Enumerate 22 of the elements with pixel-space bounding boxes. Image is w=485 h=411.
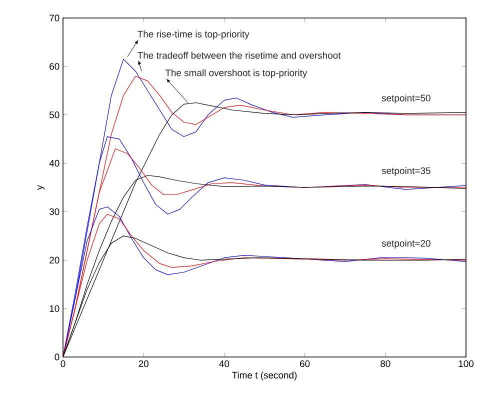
- y-axis-title: y: [38, 185, 45, 190]
- x-tick-label: 100: [458, 360, 474, 368]
- annotation: setpoint=20: [382, 240, 430, 249]
- x-tick-label: 0: [60, 360, 66, 368]
- y-tick-label: 50: [49, 112, 60, 118]
- annotation: The small overshoot is top-priority: [165, 69, 308, 78]
- y-tick-label: 60: [50, 63, 60, 70]
- x-tick-label: 80: [380, 360, 390, 368]
- x-axis-title: Time t (second): [232, 372, 297, 380]
- annotation: setpoint=50: [382, 94, 430, 104]
- annotation: The tradeoff between the risetime and overshoot: [138, 52, 341, 59]
- y-tick-label: 0: [54, 354, 60, 360]
- y-tick-label: 10: [50, 305, 60, 312]
- annotation: The rise-time is top-priority: [138, 30, 250, 40]
- y-tick-label: 40: [49, 160, 60, 167]
- x-tick-label: 20: [138, 360, 148, 368]
- x-tick-label: 40: [219, 360, 230, 368]
- y-tick-label: 30: [49, 208, 60, 216]
- y-tick-label: 70: [50, 14, 60, 22]
- annotation: setpoint=35: [382, 167, 430, 176]
- x-tick-label: 60: [300, 360, 310, 368]
- y-tick-label: 20: [50, 256, 60, 264]
